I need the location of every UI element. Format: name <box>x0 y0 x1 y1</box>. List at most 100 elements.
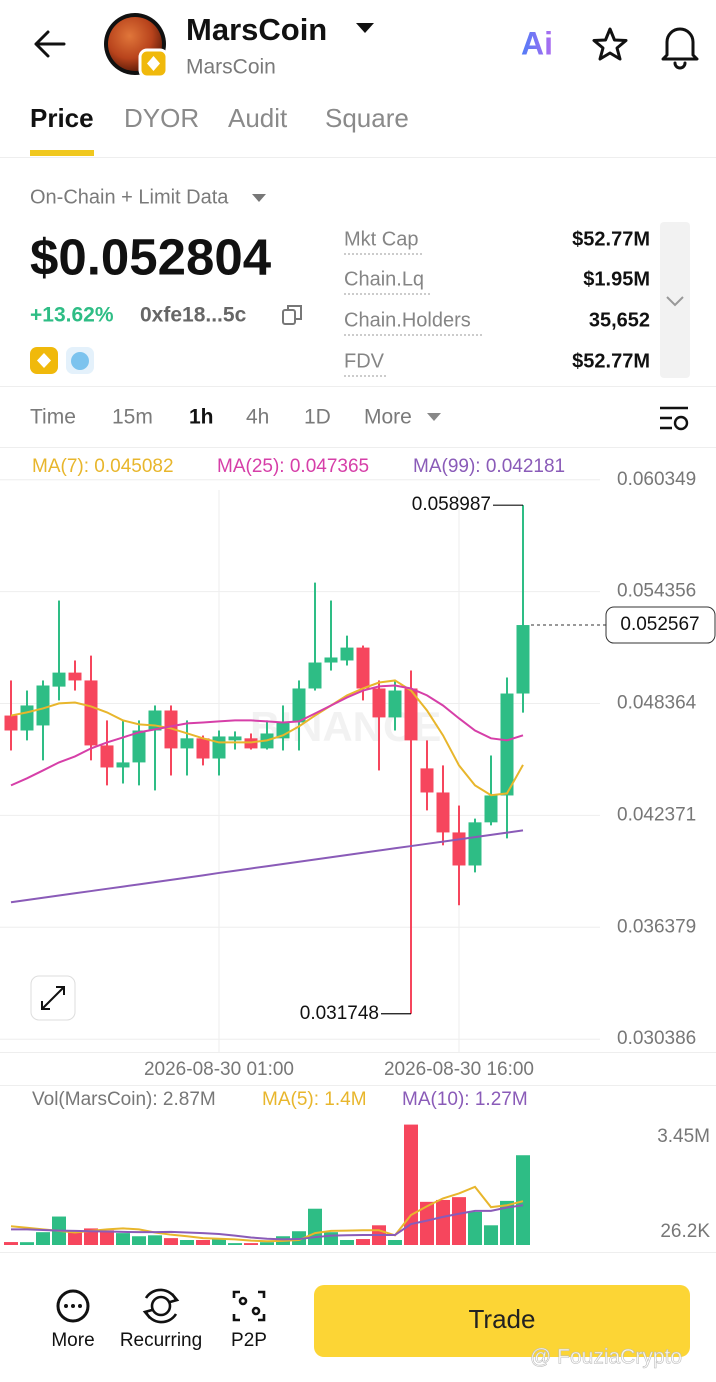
chart-settings[interactable] <box>660 406 689 431</box>
stat-label: Chain.Lq <box>344 268 424 290</box>
volume-bar <box>180 1239 194 1245</box>
more-dropdown[interactable] <box>427 413 441 421</box>
volume-bar <box>68 1232 82 1245</box>
ma-legend: MA(25): 0.047365 <box>217 456 369 477</box>
p2p-icon[interactable] <box>232 1290 266 1322</box>
volume-bar <box>324 1232 338 1245</box>
tab[interactable]: Price <box>30 103 94 133</box>
stat-value: 35,652 <box>589 309 650 331</box>
candle-body <box>372 688 386 718</box>
candle-body <box>356 647 370 689</box>
interval[interactable]: More <box>364 406 412 429</box>
candle-body <box>148 710 162 731</box>
volume-ma-line <box>11 1204 524 1241</box>
copy-button[interactable] <box>282 305 302 325</box>
candle-body <box>228 736 242 741</box>
back-button[interactable] <box>34 30 66 58</box>
title-dropdown[interactable] <box>356 23 374 33</box>
volume-bar <box>516 1155 530 1245</box>
last-price-box <box>605 606 716 644</box>
volume-bar <box>164 1238 178 1245</box>
candle-body <box>308 662 322 689</box>
volume-bar <box>452 1197 466 1245</box>
ai-button[interactable]: Ai <box>521 25 553 61</box>
candle-body <box>132 730 146 763</box>
volume-bar <box>36 1232 50 1245</box>
x-tick-label: 2026-08-30 16:00 <box>384 1059 534 1080</box>
volume-bar <box>20 1242 34 1245</box>
volume-bar <box>260 1242 274 1245</box>
x-tick-label: 2026-08-30 01:00 <box>144 1059 294 1080</box>
data-source[interactable]: On-Chain + Limit Data <box>30 186 229 208</box>
candle-body <box>420 768 434 793</box>
fullscreen-icon[interactable] <box>41 986 65 1010</box>
notification-button[interactable] <box>661 27 699 70</box>
y-tick-label: 0.048364 <box>617 693 697 714</box>
badge-icon <box>71 352 89 370</box>
volume-bar <box>356 1239 370 1245</box>
candle-body <box>212 736 226 759</box>
interval[interactable]: 15m <box>112 406 153 429</box>
stat-label: Mkt Cap <box>344 228 418 250</box>
low-label: 0.031748 <box>300 1003 379 1024</box>
coin-subtitle: MarsCoin <box>186 56 276 79</box>
interval-active[interactable]: 1h <box>189 406 214 429</box>
expand-chevron[interactable] <box>666 296 684 307</box>
ma-line <box>10 679 524 797</box>
trade-label[interactable]: Trade <box>469 1304 536 1334</box>
candle-body <box>388 690 402 718</box>
trade-button[interactable] <box>314 1285 690 1357</box>
chain-badge-icon <box>147 56 160 71</box>
source-dropdown[interactable] <box>252 194 266 202</box>
stats-expand[interactable] <box>660 222 690 378</box>
candle-body <box>4 715 18 731</box>
recurring-icon[interactable] <box>142 1288 180 1324</box>
stat-value: $52.77M <box>572 350 650 372</box>
tab[interactable]: Square <box>325 103 409 133</box>
badge-icon <box>37 353 51 368</box>
candle-body <box>116 762 130 768</box>
more-icon[interactable] <box>56 1289 90 1323</box>
volume-bar <box>84 1228 98 1245</box>
tab[interactable]: DYOR <box>124 103 199 133</box>
current-price: $0.052804 <box>30 228 272 285</box>
y-tick-label: 0.042371 <box>617 804 696 825</box>
candle-body <box>500 693 514 796</box>
nav-label[interactable]: More <box>51 1330 94 1351</box>
volume-bar <box>212 1239 226 1245</box>
nav-label[interactable]: P2P <box>231 1330 267 1351</box>
stat-label: FDV <box>344 350 385 372</box>
high-label: 0.058987 <box>412 494 491 515</box>
volume-bar <box>132 1236 146 1245</box>
price-change: +13.62% <box>30 304 114 327</box>
volume-bar <box>196 1239 210 1245</box>
ma-line <box>10 684 524 787</box>
candle-body <box>468 822 482 866</box>
stat-value: $52.77M <box>572 228 650 250</box>
candle-body <box>84 680 98 746</box>
coin-title[interactable]: MarsCoin <box>186 12 327 47</box>
volume-bar <box>100 1230 114 1245</box>
volume-bar <box>148 1235 162 1245</box>
favorite-button[interactable] <box>592 27 628 61</box>
candle-body <box>436 792 450 833</box>
volume-bar <box>404 1124 418 1245</box>
nav-label[interactable]: Recurring <box>120 1330 202 1351</box>
candle-body <box>516 625 530 694</box>
interval[interactable]: 4h <box>246 406 269 429</box>
contract-address: 0xfe18...5c <box>140 304 247 327</box>
candle-body <box>196 738 210 759</box>
volume-bar <box>436 1199 450 1245</box>
tab[interactable]: Audit <box>228 103 288 133</box>
volume-bar <box>500 1200 514 1245</box>
y-tick-label: 0.030386 <box>617 1028 696 1049</box>
interval[interactable]: 1D <box>304 406 331 429</box>
candle-body <box>180 738 194 749</box>
y-tick-label: 0.054356 <box>617 581 696 602</box>
volume-bar <box>244 1243 258 1245</box>
interval[interactable]: Time <box>30 406 76 429</box>
volume-bar <box>116 1233 130 1245</box>
candle-body <box>20 705 34 731</box>
volume-bar <box>308 1208 322 1245</box>
